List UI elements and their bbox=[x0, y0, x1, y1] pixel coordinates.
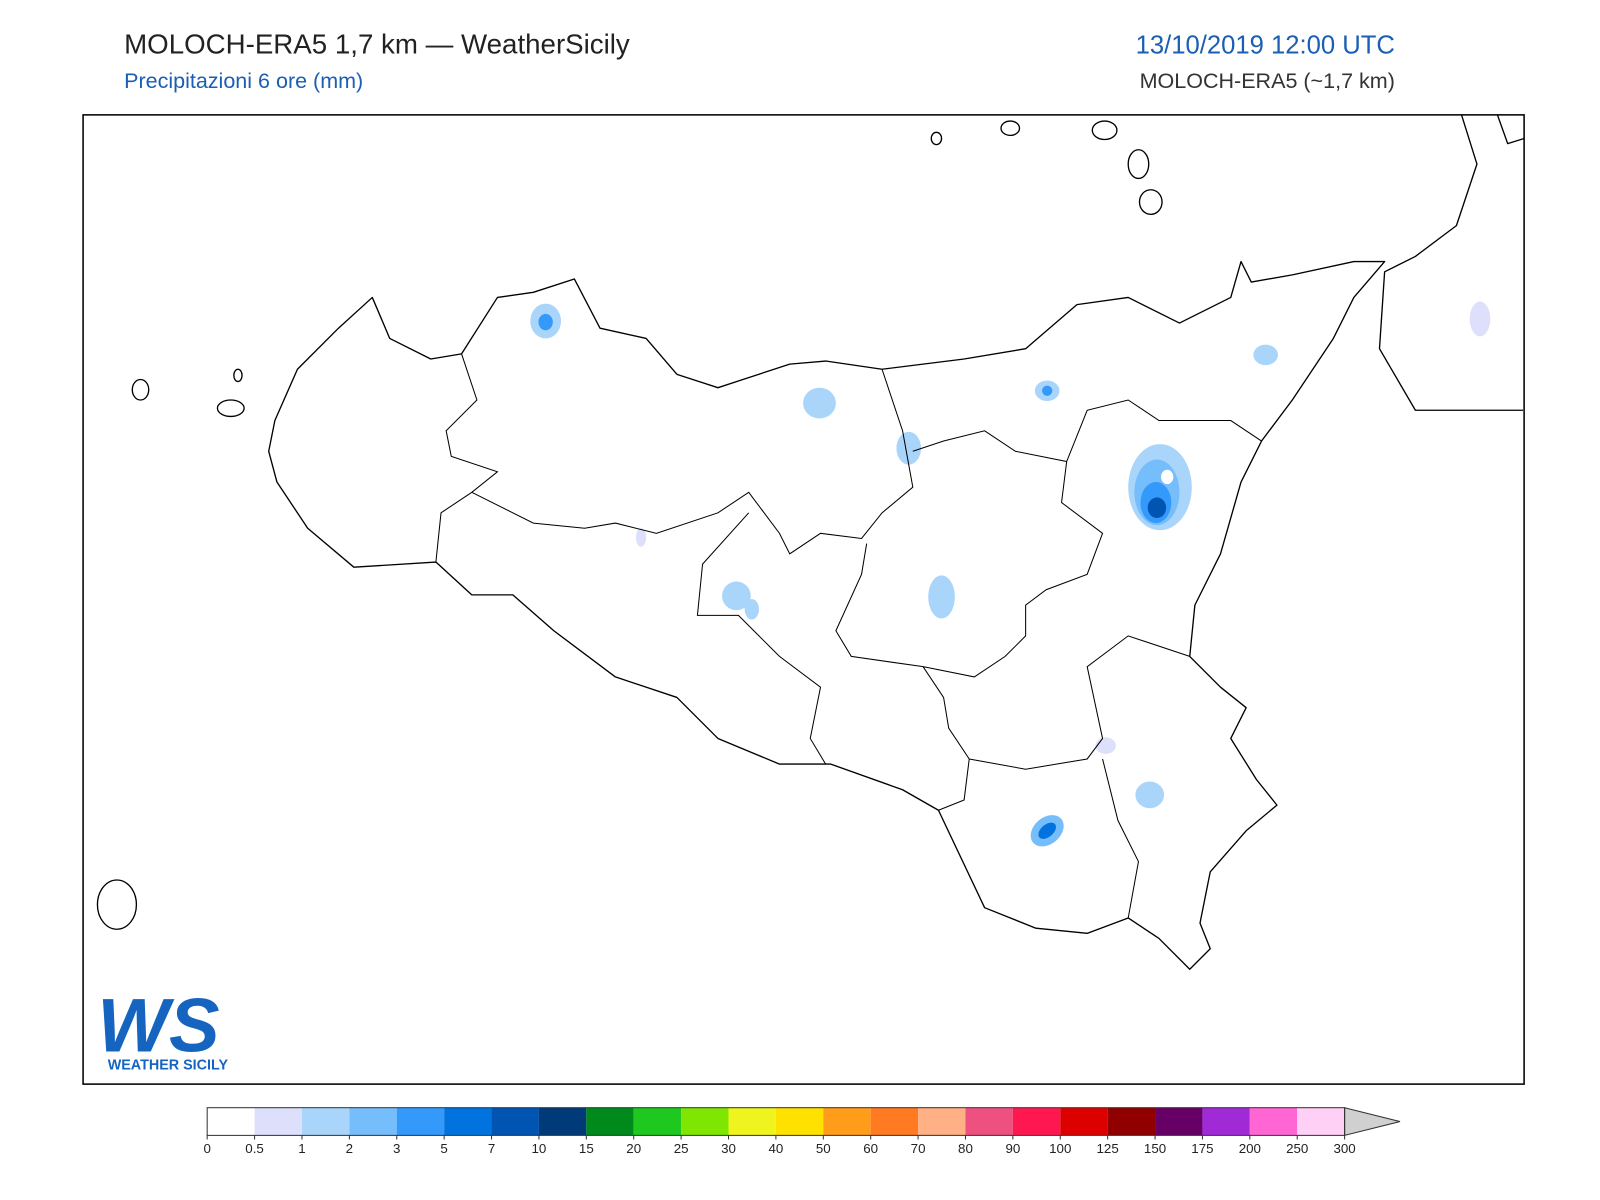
coastline-calabria bbox=[1378, 114, 1525, 411]
tick-label: 250 bbox=[1286, 1141, 1308, 1156]
color-box bbox=[775, 1107, 824, 1136]
map-frame bbox=[82, 114, 1525, 1085]
tick-label: 1 bbox=[298, 1141, 305, 1156]
tick-label: 125 bbox=[1097, 1141, 1119, 1156]
tick-label: 60 bbox=[863, 1141, 878, 1156]
color-box bbox=[965, 1107, 1013, 1136]
tick-label: 100 bbox=[1049, 1141, 1071, 1156]
islands bbox=[96, 120, 1163, 930]
color-box bbox=[1012, 1107, 1061, 1136]
tick-label: 300 bbox=[1333, 1141, 1355, 1156]
tick-label: 200 bbox=[1239, 1141, 1261, 1156]
color-box bbox=[444, 1107, 492, 1136]
tick-label: 5 bbox=[440, 1141, 447, 1156]
subtitle: Precipitazioni 6 ore (mm) bbox=[124, 69, 363, 93]
color-box bbox=[681, 1107, 729, 1136]
logo-text: WEATHER SICILY bbox=[108, 1058, 229, 1074]
color-box bbox=[918, 1107, 966, 1136]
tick-label: 2 bbox=[346, 1141, 353, 1156]
color-box bbox=[538, 1107, 587, 1136]
tick-label: 20 bbox=[626, 1141, 641, 1156]
province-borders bbox=[435, 353, 1262, 919]
colorbar: 0 0.5 1 2 3 5 7 10 15 20 25 30 40 50 60 70 80 90 100 125 150… bbox=[203, 1107, 1401, 1156]
color-box bbox=[586, 1107, 634, 1136]
tick-label: 150 bbox=[1144, 1141, 1166, 1156]
logo-mark: WS bbox=[97, 983, 219, 1068]
color-box bbox=[1060, 1107, 1108, 1136]
tick-label: 175 bbox=[1191, 1141, 1213, 1156]
color-box bbox=[1297, 1107, 1345, 1136]
title: MOLOCH-ERA5 1,7 km — WeatherSicily bbox=[124, 28, 630, 59]
tick-label: 0 bbox=[203, 1141, 210, 1156]
logo: WS WEATHER SICILY bbox=[97, 983, 228, 1073]
tick-label: 3 bbox=[393, 1141, 400, 1156]
color-box bbox=[301, 1107, 350, 1136]
tick-label: 30 bbox=[721, 1141, 736, 1156]
colorbar-extension bbox=[1344, 1107, 1401, 1137]
color-box bbox=[870, 1107, 919, 1136]
color-box bbox=[728, 1107, 776, 1136]
tick-label: 15 bbox=[579, 1141, 594, 1156]
tick-label: 0.5 bbox=[245, 1141, 264, 1156]
color-box bbox=[823, 1107, 871, 1136]
tick-label: 70 bbox=[911, 1141, 926, 1156]
color-box bbox=[1249, 1107, 1298, 1136]
color-box bbox=[396, 1107, 445, 1136]
map: WS WEATHER SICILY bbox=[82, 114, 1525, 1085]
tick-label: 25 bbox=[674, 1141, 689, 1156]
color-box bbox=[491, 1107, 539, 1136]
tick-label: 50 bbox=[816, 1141, 831, 1156]
tick-label: 80 bbox=[958, 1141, 973, 1156]
tick-label: 90 bbox=[1005, 1141, 1020, 1156]
color-box bbox=[1107, 1107, 1156, 1136]
tick-label: 40 bbox=[768, 1141, 783, 1156]
tick-label: 10 bbox=[532, 1141, 547, 1156]
date: 13/10/2019 12:00 UTC bbox=[1136, 31, 1395, 59]
precipitation bbox=[530, 301, 1491, 847]
model: MOLOCH-ERA5 (~1,7 km) bbox=[1140, 69, 1395, 93]
tick-label: 7 bbox=[488, 1141, 495, 1156]
color-box bbox=[1155, 1107, 1203, 1136]
color-box bbox=[207, 1107, 255, 1136]
color-box bbox=[254, 1107, 302, 1136]
color-box bbox=[633, 1107, 682, 1136]
color-box bbox=[1202, 1107, 1250, 1136]
color-box bbox=[349, 1107, 397, 1136]
